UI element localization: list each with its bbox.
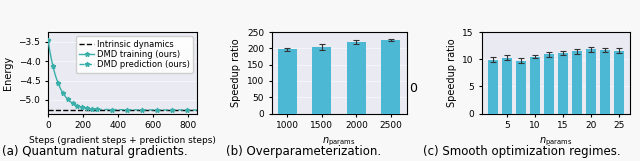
Bar — [312, 47, 332, 114]
Bar — [381, 40, 401, 114]
Bar — [600, 50, 610, 114]
Bar — [544, 54, 554, 114]
DMD training (ours) — [84, 108, 92, 109]
DMD training (ours) — [70, 104, 78, 105]
Text: (b) Overparameterization.: (b) Overparameterization. — [227, 145, 381, 158]
DMD prediction (ours) — [125, 109, 133, 111]
DMD training (ours) — [68, 102, 76, 104]
Intrinsic dynamics — [193, 109, 201, 111]
X-axis label: $n_{\mathrm{params}}$: $n_{\mathrm{params}}$ — [323, 136, 356, 148]
DMD training (ours) — [92, 108, 100, 110]
Line: DMD training (ours): DMD training (ours) — [45, 38, 99, 112]
Bar — [278, 49, 297, 114]
DMD training (ours) — [44, 39, 52, 41]
Text: 0: 0 — [409, 82, 417, 95]
Bar — [488, 60, 498, 114]
Intrinsic dynamics — [44, 109, 52, 111]
Bar — [558, 53, 568, 114]
Intrinsic dynamics — [116, 109, 124, 111]
Text: (c) Smooth optimization regimes.: (c) Smooth optimization regimes. — [423, 145, 620, 158]
Y-axis label: Energy: Energy — [3, 56, 13, 90]
Y-axis label: Speedup ratio: Speedup ratio — [232, 38, 241, 107]
Bar — [516, 61, 526, 114]
DMD training (ours) — [74, 105, 81, 107]
Intrinsic dynamics — [189, 109, 197, 111]
Legend: Intrinsic dynamics, DMD training (ours), DMD prediction (ours): Intrinsic dynamics, DMD training (ours),… — [76, 36, 193, 73]
Y-axis label: Speedup ratio: Speedup ratio — [447, 38, 457, 107]
Bar — [614, 51, 623, 114]
DMD prediction (ours) — [93, 108, 101, 110]
X-axis label: $n_{\mathrm{params}}$: $n_{\mathrm{params}}$ — [539, 136, 573, 148]
X-axis label: Steps (gradient steps + prediction steps): Steps (gradient steps + prediction steps… — [29, 136, 216, 145]
Intrinsic dynamics — [166, 109, 174, 111]
Bar — [502, 58, 512, 114]
Bar — [347, 42, 366, 114]
Intrinsic dynamics — [115, 109, 122, 111]
DMD prediction (ours) — [165, 109, 173, 111]
DMD training (ours) — [93, 108, 101, 110]
Text: (a) Quantum natural gradients.: (a) Quantum natural gradients. — [2, 145, 188, 158]
DMD training (ours) — [67, 101, 75, 103]
DMD prediction (ours) — [105, 109, 113, 110]
DMD prediction (ours) — [166, 109, 173, 111]
DMD prediction (ours) — [132, 109, 140, 111]
Intrinsic dynamics — [132, 109, 140, 111]
Bar — [572, 51, 582, 114]
Bar — [530, 57, 540, 114]
Line: DMD prediction (ours): DMD prediction (ours) — [95, 107, 199, 112]
Intrinsic dynamics — [125, 109, 132, 111]
DMD prediction (ours) — [193, 109, 201, 111]
Bar — [586, 49, 596, 114]
DMD prediction (ours) — [156, 109, 164, 111]
